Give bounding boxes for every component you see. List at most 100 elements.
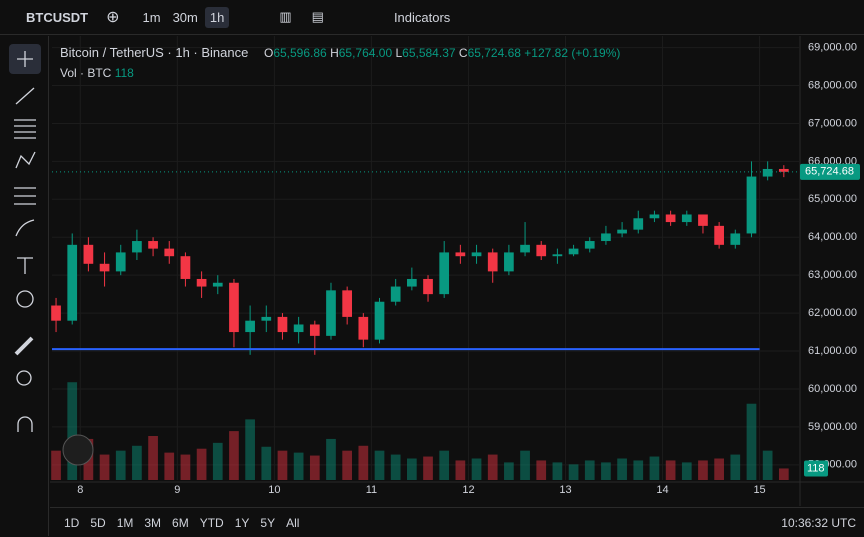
candle-body bbox=[698, 214, 708, 226]
volume-bar bbox=[746, 403, 757, 480]
drawing-tools bbox=[9, 36, 49, 536]
volume-bar bbox=[245, 419, 255, 480]
last-price-box bbox=[800, 163, 860, 180]
volume-bar bbox=[439, 450, 450, 480]
tv-logo bbox=[62, 434, 94, 466]
x-tick-label: 9 bbox=[174, 484, 180, 496]
volume-bar bbox=[714, 458, 724, 480]
volume-bar bbox=[649, 456, 660, 480]
volume-bar bbox=[601, 462, 611, 480]
tool-cross[interactable] bbox=[17, 51, 33, 67]
candle-body bbox=[520, 244, 530, 253]
interval[interactable]: 1m bbox=[142, 9, 161, 25]
range[interactable]: All bbox=[286, 515, 300, 530]
volume-bar bbox=[698, 460, 708, 480]
volume-bar bbox=[148, 436, 158, 480]
range[interactable]: 1M bbox=[116, 515, 134, 530]
candle-body bbox=[51, 305, 61, 321]
candle-body bbox=[536, 244, 547, 257]
candle-body bbox=[568, 248, 579, 255]
chart-style[interactable]: ▤ bbox=[311, 9, 324, 24]
volume-bar bbox=[617, 458, 627, 480]
candle-body bbox=[665, 214, 676, 223]
indicators[interactable]: Indicators bbox=[393, 9, 451, 25]
tool-fib[interactable] bbox=[14, 119, 36, 139]
y-tick-label: 63,000.00 bbox=[808, 269, 857, 281]
tool-forecast[interactable] bbox=[14, 187, 36, 205]
volume-bar bbox=[633, 460, 644, 480]
add[interactable]: ⊕ bbox=[106, 9, 120, 26]
x-tick-label: 11 bbox=[366, 484, 377, 496]
range[interactable]: 1D bbox=[64, 515, 80, 530]
symbol[interactable]: BTCUSDT bbox=[26, 9, 89, 25]
volume-bar bbox=[520, 450, 530, 480]
volume-bar bbox=[99, 454, 110, 480]
candle-body bbox=[245, 320, 255, 333]
candle-body bbox=[762, 168, 773, 177]
candle-body bbox=[293, 324, 304, 333]
volume-bar bbox=[487, 454, 498, 480]
tool-emoji[interactable] bbox=[16, 290, 34, 308]
vol-label: Vol · BTC bbox=[60, 66, 112, 80]
range[interactable]: YTD bbox=[199, 515, 224, 530]
candle-body bbox=[277, 316, 288, 333]
y-tick-label: 62,000.00 bbox=[808, 307, 857, 319]
volume-bar bbox=[309, 455, 320, 480]
tool-brush[interactable] bbox=[15, 219, 35, 237]
volume-bar bbox=[423, 456, 433, 480]
volume-bar bbox=[67, 382, 78, 480]
y-tick-label: 61,000.00 bbox=[808, 345, 857, 357]
volume-bar bbox=[51, 450, 61, 480]
tool-pattern[interactable] bbox=[15, 151, 36, 169]
chart: 58,000.0059,000.0060,000.0061,000.0062,0… bbox=[50, 36, 864, 506]
candle-body bbox=[746, 176, 757, 234]
candle-body bbox=[423, 278, 433, 295]
range[interactable]: 1Y bbox=[234, 515, 250, 530]
tool-zoom[interactable] bbox=[16, 370, 32, 386]
x-tick-label: 10 bbox=[268, 484, 280, 496]
candle-body bbox=[649, 214, 660, 219]
volume-bar bbox=[212, 442, 223, 480]
range[interactable]: 6M bbox=[172, 515, 189, 530]
volume-bar bbox=[552, 462, 563, 480]
chart-style[interactable]: ▥ bbox=[279, 9, 292, 24]
candle-body bbox=[406, 278, 417, 287]
tool-magnet[interactable] bbox=[17, 416, 33, 432]
volume-bar bbox=[342, 450, 353, 480]
candle-body bbox=[471, 252, 482, 257]
candle-body bbox=[633, 218, 644, 230]
candle-body bbox=[778, 168, 789, 172]
volume-bar bbox=[536, 460, 547, 480]
candle-body bbox=[455, 252, 466, 257]
volume-bar bbox=[196, 448, 207, 480]
candle-body bbox=[390, 286, 401, 302]
interval[interactable]: 1h bbox=[204, 6, 230, 28]
candle-body bbox=[601, 233, 611, 242]
x-tick-label: 13 bbox=[559, 484, 571, 496]
candle-body bbox=[584, 241, 595, 249]
volume-bar bbox=[568, 464, 579, 480]
tool-ruler[interactable] bbox=[14, 336, 34, 356]
x-tick-label: 12 bbox=[462, 484, 474, 496]
volume-bar bbox=[406, 458, 417, 480]
range[interactable]: 5Y bbox=[260, 515, 276, 530]
ohlc: 65,724.68 bbox=[467, 46, 521, 60]
candle-body bbox=[374, 301, 385, 340]
ohlc-key: C bbox=[458, 46, 468, 60]
interval[interactable]: 30m bbox=[172, 9, 198, 25]
ohlc-key: O bbox=[263, 46, 274, 60]
range[interactable]: 3M bbox=[144, 515, 162, 530]
candle-body bbox=[229, 282, 239, 333]
tool-text[interactable] bbox=[17, 257, 33, 274]
candle-body bbox=[196, 278, 207, 287]
y-tick-label: 68,000.00 bbox=[808, 79, 857, 91]
ohlc-key: H bbox=[330, 46, 339, 60]
range-bar: 1D 5D 1M 3M 6M YTD 1Y 5Y All 10:36:32 UT… bbox=[50, 507, 864, 537]
volume-label: 118 bbox=[807, 462, 825, 474]
candle-body bbox=[83, 244, 94, 264]
y-tick-label: 64,000.00 bbox=[808, 231, 857, 243]
x-tick-label: 15 bbox=[753, 484, 765, 496]
tool-line[interactable] bbox=[15, 87, 35, 105]
volume-bar bbox=[358, 445, 369, 480]
range[interactable]: 5D bbox=[90, 515, 106, 530]
